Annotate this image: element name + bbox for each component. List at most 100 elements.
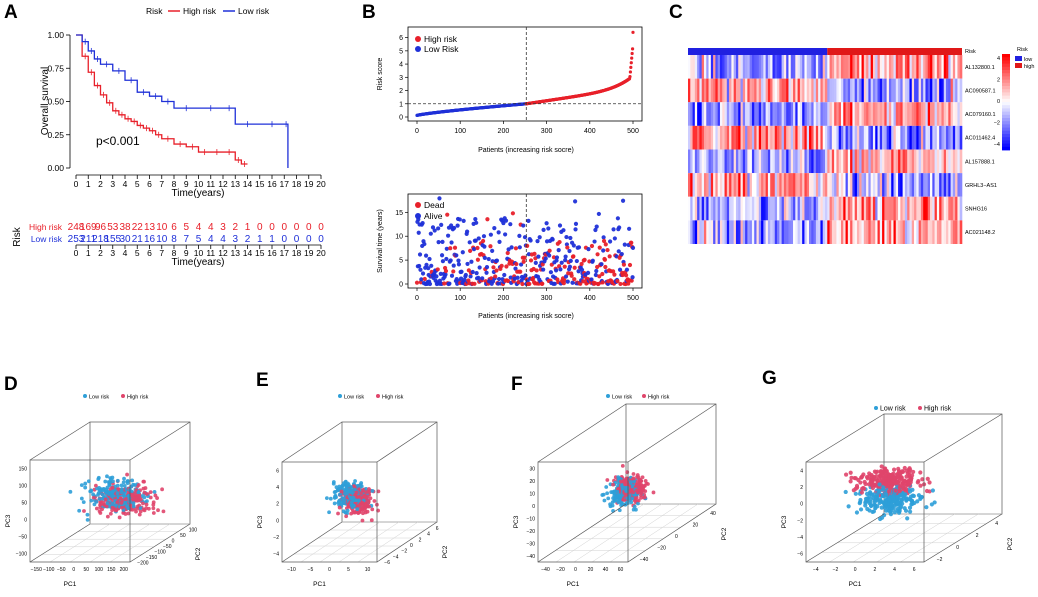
heatmap-cell [777,78,780,103]
heatmap-cell [745,149,748,174]
heatmap-cell [799,102,803,126]
high-risk-point [635,490,640,495]
heatmap-cell [888,125,892,150]
x-tick-label: −40 [541,567,550,573]
heatmap-cell [847,173,851,197]
heatmap-cell [852,149,855,174]
table-cell: 30 [119,234,131,245]
high-risk-point [115,500,120,505]
heatmap-cell [904,125,908,150]
heatmap-cell [799,55,803,79]
table-cell: 2 [245,234,251,245]
heatmap-cell [717,173,721,197]
dead-point [605,247,610,253]
heatmap-cell [861,196,865,221]
heatmap-cell [948,196,951,221]
scale-cell [1002,121,1010,125]
low-risk-point [328,496,333,501]
heatmap-cell [877,220,881,244]
dead-point [579,261,584,267]
alive-point [430,225,436,230]
x-tick-label: 5 [347,567,350,573]
heatmap-cell [930,220,933,244]
x-tick-label: 10 [365,567,371,573]
heatmap-cell [957,125,961,150]
heatmap-cell [900,55,903,79]
cube-edge [627,403,717,463]
heatmap-cell [697,78,700,103]
heatmap-cell [779,78,782,103]
alive-point [571,243,576,248]
heatmap-cell [713,125,716,150]
alive-point [470,269,475,275]
heatmap-cell [770,55,773,79]
heatmap-cell [888,55,892,79]
scale-cell [1002,70,1010,74]
alive-point [630,245,636,250]
heatmap-cell [918,55,922,79]
high-risk-point [116,487,121,492]
heatmap-cell [811,78,814,103]
heatmap-cell [781,220,785,244]
scale-cell [1002,118,1010,122]
heatmap-cell [834,220,837,244]
x-tick-label: 6 [147,179,152,189]
table-cell: 10 [156,234,168,245]
high-risk-point [640,475,645,480]
alive-point [585,270,591,275]
heatmap-cell [722,102,725,126]
heatmap-cell [934,196,938,221]
heatmap-cell [688,125,691,150]
table-cell: 1 [257,234,263,245]
heatmap-cell [914,220,917,244]
heatmap-cell [788,102,792,126]
heatmap-cell [900,102,903,126]
low-risk-point [884,505,890,510]
heatmap-cell [781,78,785,103]
y-tick-label: 2 [399,88,403,95]
heatmap-cell [694,125,698,150]
z-tick-label: 0 [410,543,413,549]
high-risk-point [642,495,647,500]
heatmap-cell [936,173,940,197]
heatmap-cell [923,55,926,79]
heatmap-cell [861,125,865,150]
dead-point [534,268,539,273]
heatmap-cell [827,196,830,221]
heatmap-cell [793,78,796,103]
legend-label-low: Low risk [238,6,270,16]
alive-point [557,223,563,228]
heatmap-cell [770,173,773,197]
heatmap-cell [719,173,723,197]
heatmap-cell [875,196,878,221]
legend-label-high: High risk [382,395,404,401]
table-cell: 0 [269,222,275,233]
heatmap-cell [877,55,881,79]
heatmap-cell [863,173,867,197]
alive-point [594,224,599,229]
heatmap-cell [866,173,869,197]
floor-grid [319,521,381,563]
table-x-tick-label: 12 [218,248,228,258]
heatmap-cell [948,102,951,126]
heatmap-cell [893,78,897,103]
heatmap-cell [859,173,862,197]
low-risk-point [869,503,874,508]
cube-edge [281,521,343,563]
heatmap-cell [749,55,753,79]
heatmap-cell [697,55,700,79]
heatmap-cell [719,125,723,150]
low-risk-point [349,500,354,505]
y-tick-label: 20 [529,479,535,485]
heatmap-cell [694,102,698,126]
heatmap-cell [852,173,855,197]
table-x-tick-label: 9 [184,248,189,258]
heatmap-cell [950,125,954,150]
heatmap-cell [781,55,785,79]
heatmap-cell [735,220,739,244]
low-risk-point [327,510,331,515]
table-x-tick-label: 1 [86,248,91,258]
table-cell: 4 [220,234,226,245]
heatmap-cell [847,125,851,150]
heatmap-cell [907,102,910,126]
